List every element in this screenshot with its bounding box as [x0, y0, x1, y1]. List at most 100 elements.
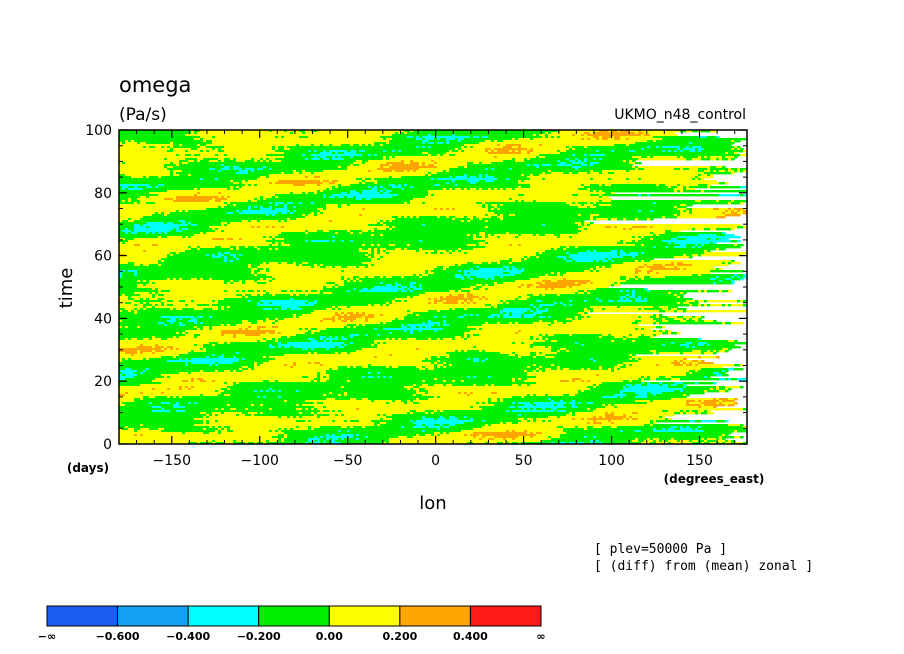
field-cell — [734, 156, 738, 159]
field-cell — [374, 400, 393, 403]
field-cell — [377, 228, 387, 231]
field-cell — [641, 328, 645, 331]
field-cell — [182, 318, 192, 321]
field-cell — [200, 178, 204, 181]
field-cell — [689, 146, 693, 149]
field-cell — [140, 384, 234, 387]
field-cell — [437, 298, 441, 301]
field-cell — [596, 298, 600, 301]
field-cell — [587, 402, 594, 405]
field-cell — [146, 370, 201, 373]
field-cell — [155, 146, 162, 149]
field-cell — [353, 434, 357, 437]
field-cell — [605, 406, 615, 409]
field-cell — [422, 394, 468, 397]
field-cell — [332, 188, 372, 191]
field-cell — [443, 296, 447, 299]
field-cell — [257, 220, 261, 223]
field-cell — [611, 250, 618, 253]
field-cell — [665, 318, 675, 321]
field-cell — [254, 226, 258, 229]
field-cell — [158, 186, 231, 189]
field-cell — [473, 236, 477, 239]
field-cell — [287, 364, 294, 367]
field-cell — [245, 280, 255, 283]
field-cell — [191, 386, 195, 389]
field-cell — [119, 214, 153, 217]
field-cell — [677, 190, 681, 193]
field-cell — [233, 362, 255, 365]
field-cell — [218, 178, 258, 181]
field-cell — [407, 314, 417, 317]
field-cell — [119, 364, 186, 367]
field-cell — [140, 352, 144, 355]
field-cell — [254, 160, 258, 163]
field-cell — [257, 246, 486, 249]
field-cell — [305, 302, 309, 305]
field-cell — [647, 396, 687, 399]
field-cell — [641, 376, 645, 379]
field-cell — [431, 154, 438, 157]
field-cell — [656, 352, 660, 355]
field-cell — [215, 414, 219, 417]
field-cell — [230, 260, 234, 263]
field-cell — [587, 422, 591, 425]
field-cell — [125, 142, 138, 145]
field-cell — [422, 142, 426, 145]
field-cell — [392, 354, 450, 357]
field-cell — [365, 318, 369, 321]
field-cell — [293, 170, 297, 173]
field-cell — [539, 306, 543, 309]
field-cell — [422, 240, 486, 243]
field-cell — [443, 366, 447, 369]
field-cell — [356, 278, 360, 281]
field-cell — [500, 400, 504, 403]
field-cell — [461, 274, 465, 277]
field-cell — [152, 288, 156, 291]
field-cell — [212, 308, 219, 311]
field-cell — [251, 266, 258, 269]
field-cell — [425, 368, 429, 371]
field-cell — [422, 384, 429, 387]
field-cell — [134, 186, 138, 189]
field-cell — [653, 428, 657, 431]
field-cell — [131, 310, 135, 313]
field-cell — [377, 258, 381, 261]
field-cell — [572, 194, 579, 197]
field-cell — [602, 190, 675, 193]
field-cell — [353, 240, 420, 243]
field-cell — [206, 412, 213, 415]
field-cell — [203, 278, 210, 281]
field-cell — [386, 342, 513, 345]
field-cell — [521, 330, 654, 333]
field-cell — [260, 176, 267, 179]
field-cell — [173, 308, 177, 311]
field-cell — [416, 366, 423, 369]
field-cell — [143, 298, 147, 301]
field-cell — [119, 306, 144, 309]
field-cell — [440, 154, 444, 157]
field-cell — [497, 144, 501, 147]
field-cell — [578, 168, 636, 171]
field-cell — [635, 244, 642, 247]
field-cell — [212, 328, 240, 331]
field-cell — [281, 342, 288, 345]
field-cell — [503, 302, 507, 305]
field-cell — [431, 134, 453, 137]
field-cell — [152, 306, 156, 309]
field-cell — [398, 216, 402, 219]
field-cell — [269, 206, 273, 209]
field-cell — [230, 248, 234, 251]
field-cell — [518, 150, 522, 153]
field-cell — [347, 150, 351, 153]
field-cell — [635, 296, 639, 299]
field-cell — [152, 186, 156, 189]
field-cell — [335, 286, 339, 289]
field-cell — [545, 334, 549, 337]
field-cell — [164, 322, 171, 325]
field-cell — [518, 298, 528, 301]
field-cell — [503, 214, 510, 217]
field-cell — [380, 164, 390, 167]
field-cell — [623, 380, 630, 383]
field-cell — [257, 322, 273, 325]
